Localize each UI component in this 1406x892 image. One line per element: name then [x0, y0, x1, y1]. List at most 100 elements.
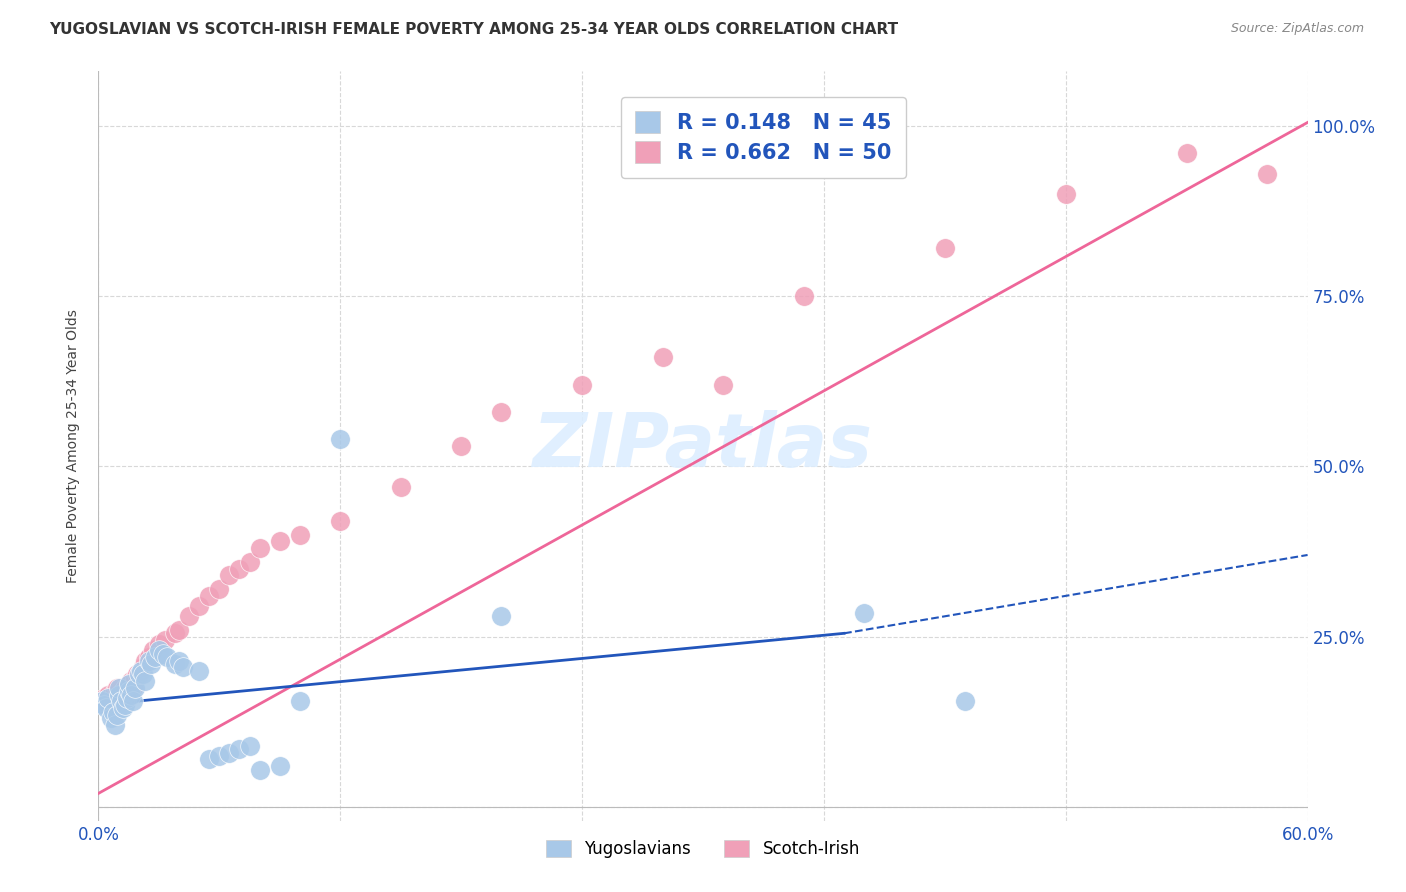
- Point: [101, 691, 124, 706]
- Point: [1054, 186, 1077, 201]
- Point: [152, 647, 174, 661]
- Point: [1175, 146, 1198, 161]
- Point: [239, 739, 262, 753]
- Text: YUGOSLAVIAN VS SCOTCH-IRISH FEMALE POVERTY AMONG 25-34 YEAR OLDS CORRELATION CHA: YUGOSLAVIAN VS SCOTCH-IRISH FEMALE POVER…: [49, 22, 898, 37]
- Point: [139, 657, 162, 671]
- Point: [571, 377, 593, 392]
- Point: [934, 242, 956, 256]
- Point: [138, 654, 160, 668]
- Point: [228, 561, 250, 575]
- Point: [163, 657, 186, 671]
- Point: [249, 541, 271, 556]
- Point: [134, 654, 156, 668]
- Point: [228, 742, 250, 756]
- Point: [100, 711, 122, 725]
- Point: [167, 654, 190, 668]
- Point: [128, 667, 150, 681]
- Point: [103, 684, 125, 698]
- Point: [96, 698, 118, 712]
- Point: [172, 660, 194, 674]
- Point: [218, 746, 240, 760]
- Point: [100, 694, 122, 708]
- Point: [91, 694, 114, 708]
- Point: [114, 681, 136, 695]
- Point: [853, 606, 876, 620]
- Point: [115, 688, 138, 702]
- Point: [132, 660, 155, 674]
- Point: [218, 568, 240, 582]
- Point: [124, 681, 146, 695]
- Point: [107, 688, 129, 702]
- Point: [124, 671, 146, 685]
- Point: [118, 677, 141, 691]
- Point: [793, 289, 815, 303]
- Point: [249, 763, 271, 777]
- Point: [269, 534, 291, 549]
- Point: [120, 673, 142, 688]
- Point: [491, 609, 513, 624]
- Point: [329, 432, 352, 446]
- Point: [97, 688, 120, 702]
- Point: [208, 748, 231, 763]
- Point: [156, 650, 179, 665]
- Point: [129, 664, 152, 678]
- Point: [91, 694, 114, 708]
- Point: [121, 694, 143, 708]
- Point: [198, 752, 221, 766]
- Point: [132, 667, 155, 681]
- Point: [198, 589, 221, 603]
- Point: [163, 626, 186, 640]
- Point: [148, 643, 170, 657]
- Point: [114, 698, 136, 712]
- Point: [128, 667, 150, 681]
- Point: [110, 694, 132, 708]
- Point: [269, 759, 291, 773]
- Point: [208, 582, 231, 596]
- Point: [97, 691, 120, 706]
- Point: [118, 677, 141, 691]
- Point: [111, 684, 134, 698]
- Legend: Yugoslavians, Scotch-Irish: Yugoslavians, Scotch-Irish: [540, 833, 866, 864]
- Point: [105, 708, 128, 723]
- Point: [125, 667, 148, 681]
- Point: [107, 681, 129, 695]
- Point: [121, 681, 143, 695]
- Point: [120, 688, 142, 702]
- Point: [93, 698, 115, 712]
- Point: [288, 527, 311, 541]
- Text: Source: ZipAtlas.com: Source: ZipAtlas.com: [1230, 22, 1364, 36]
- Text: ZIPatlas: ZIPatlas: [533, 409, 873, 483]
- Point: [134, 673, 156, 688]
- Point: [96, 701, 118, 715]
- Point: [129, 664, 152, 678]
- Point: [153, 633, 176, 648]
- Point: [115, 691, 138, 706]
- Point: [107, 691, 129, 706]
- Point: [329, 514, 352, 528]
- Point: [93, 691, 115, 706]
- Point: [105, 681, 128, 695]
- Point: [450, 439, 472, 453]
- Point: [953, 694, 976, 708]
- Point: [1256, 167, 1278, 181]
- Point: [239, 555, 262, 569]
- Point: [389, 480, 412, 494]
- Point: [110, 688, 132, 702]
- Point: [138, 650, 160, 665]
- Y-axis label: Female Poverty Among 25-34 Year Olds: Female Poverty Among 25-34 Year Olds: [66, 309, 80, 583]
- Point: [148, 636, 170, 650]
- Point: [491, 405, 513, 419]
- Point: [179, 609, 201, 624]
- Point: [188, 599, 211, 613]
- Point: [288, 694, 311, 708]
- Point: [143, 650, 166, 665]
- Point: [142, 643, 165, 657]
- Point: [101, 705, 124, 719]
- Point: [188, 664, 211, 678]
- Point: [103, 718, 125, 732]
- Point: [118, 684, 141, 698]
- Point: [167, 623, 190, 637]
- Point: [651, 351, 673, 365]
- Point: [711, 377, 734, 392]
- Point: [111, 701, 134, 715]
